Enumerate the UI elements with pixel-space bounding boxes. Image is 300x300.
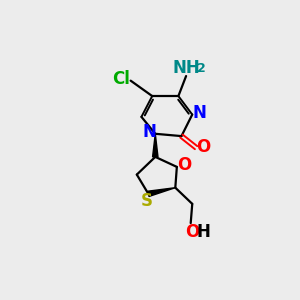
Text: NH: NH [173,59,201,77]
Text: O: O [196,138,210,156]
Text: O: O [185,223,200,241]
Text: N: N [143,123,157,141]
Text: H: H [196,223,210,241]
Polygon shape [148,188,175,197]
Text: N: N [192,104,206,122]
Text: Cl: Cl [112,70,130,88]
Text: O: O [177,156,191,174]
Text: 2: 2 [197,62,206,75]
Polygon shape [153,134,158,157]
Text: S: S [141,192,153,210]
